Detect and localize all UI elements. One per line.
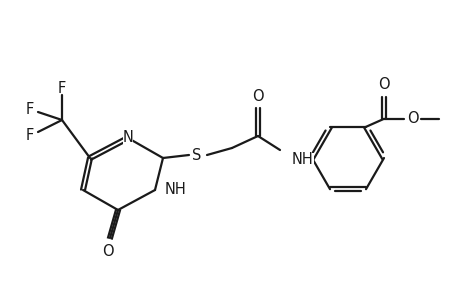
Text: O: O <box>377 77 389 92</box>
Text: N: N <box>122 130 133 146</box>
Text: O: O <box>102 244 113 260</box>
Text: S: S <box>192 148 201 163</box>
Text: F: F <box>26 103 34 118</box>
Text: F: F <box>26 128 34 142</box>
Text: O: O <box>252 88 263 104</box>
Text: O: O <box>406 111 418 126</box>
Text: NH: NH <box>165 182 186 197</box>
Text: NH: NH <box>291 152 313 167</box>
Text: F: F <box>58 80 66 95</box>
